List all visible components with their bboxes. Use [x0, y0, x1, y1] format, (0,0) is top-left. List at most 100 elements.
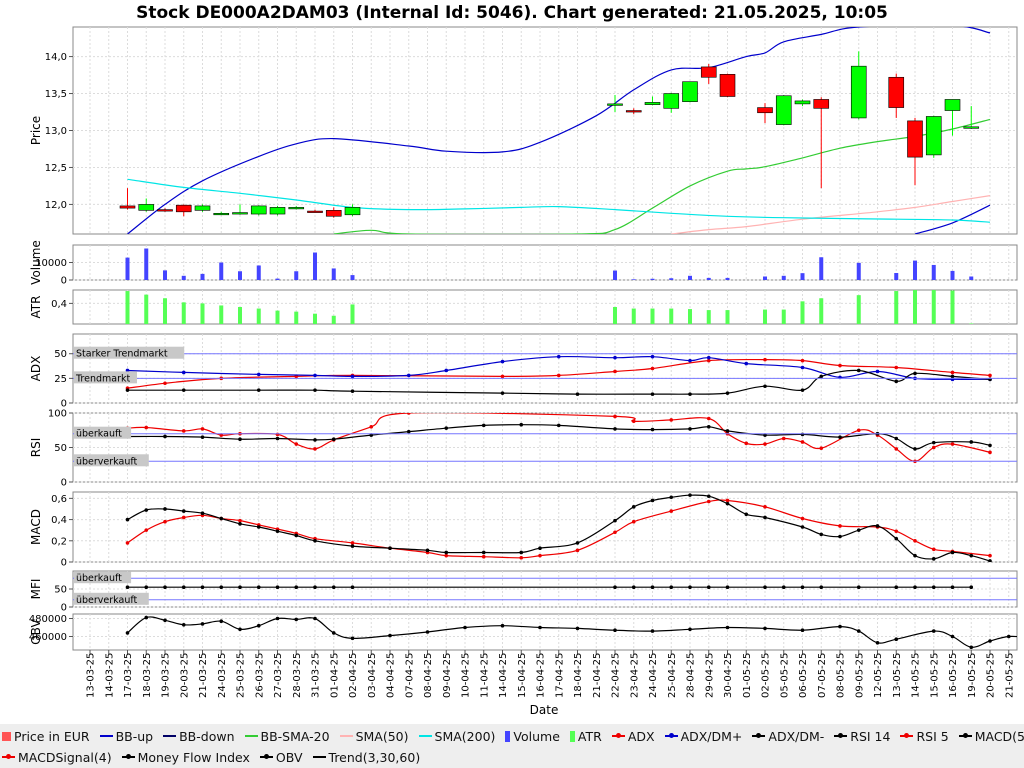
rsi14-line-point	[238, 437, 242, 442]
atr-bar	[763, 309, 767, 324]
price-y-tick-label: 13,5	[45, 89, 67, 100]
x-tick-label: 20-05-25	[986, 653, 997, 698]
adx-plot	[125, 354, 992, 396]
obv-line-point	[313, 616, 317, 621]
x-tick-label: 23-04-25	[629, 653, 640, 698]
obv-line-point	[500, 623, 505, 628]
obv-line-point	[200, 622, 205, 626]
obv-line-point	[950, 634, 955, 639]
dm-minus-line-point	[819, 374, 824, 379]
rsi5-line-point	[819, 446, 824, 450]
mfi-line-point	[969, 585, 974, 589]
rsi5-line-point	[369, 425, 374, 429]
volume-axis-label: Volume	[29, 240, 43, 285]
rsi5-line-point	[744, 441, 749, 446]
obv-line-point	[575, 626, 580, 631]
price-y-tick-label: 12,5	[45, 163, 67, 174]
atr-panel-frame	[72, 289, 1018, 325]
rsi5-line-point	[669, 418, 674, 422]
obv-line-point	[331, 631, 336, 635]
rsi14-line-point	[969, 440, 974, 444]
obv-line-point	[350, 636, 355, 641]
rsi-threshold-label-bg	[74, 426, 132, 439]
atr-bar	[856, 295, 861, 324]
atr-bar	[144, 294, 149, 324]
rsi5-line-point	[181, 429, 186, 433]
overlay-bb-sma-20	[333, 118, 991, 234]
mfi-line-point	[763, 585, 767, 589]
rsi14-line-point	[613, 427, 617, 431]
macd-signal-line-point	[894, 536, 899, 541]
adx-threshold-label: Starker Trendmarkt	[76, 349, 168, 360]
rsi14-line-point	[163, 434, 167, 439]
rsi5-line-point	[931, 445, 936, 450]
rsi5-line-point	[275, 432, 280, 437]
macd-signal-line-point	[725, 501, 730, 506]
macd-signal-line-point	[481, 550, 486, 555]
dm-minus-line-point	[725, 391, 730, 395]
mfi-line-point	[238, 585, 242, 589]
adx-line-point	[950, 370, 955, 375]
mfi-line-point	[331, 585, 336, 589]
macd-signal-line-point	[931, 557, 936, 561]
legend-dot-icon	[615, 733, 621, 738]
x-tick-label: 02-05-25	[761, 653, 772, 698]
rsi-threshold-label: überverkauft	[76, 456, 138, 467]
atr-bar	[688, 309, 692, 324]
legend-item: MACDSignal(4)	[2, 750, 112, 765]
volume-bar	[613, 270, 617, 280]
dm-minus-line-point	[913, 371, 917, 376]
x-tick-label: 03-04-25	[367, 653, 378, 698]
x-tick-label: 09-05-25	[854, 653, 865, 698]
x-tick-label: 29-04-25	[704, 653, 715, 698]
macd-signal-line-point	[819, 532, 824, 537]
atr-bar	[669, 308, 674, 324]
volume-plot	[125, 248, 974, 280]
dm-plus-line-point	[688, 358, 692, 363]
candle	[138, 204, 155, 211]
mfi-line-point	[256, 585, 261, 589]
x-tick-label: 19-03-25	[161, 653, 172, 698]
atr-bar	[800, 301, 805, 324]
candle	[213, 213, 230, 216]
atr-bar	[913, 290, 917, 324]
adx-line-point	[556, 373, 561, 378]
x-tick-label: 08-04-25	[423, 653, 434, 698]
mfi-line-point	[163, 585, 167, 589]
legend-dot-icon	[838, 733, 844, 738]
obv-plot	[125, 615, 1017, 650]
rsi14-line-point	[444, 426, 449, 430]
dm-plus-line-point	[613, 355, 617, 360]
macd-signal-line-point	[519, 550, 524, 555]
legend-item: ADX	[611, 729, 655, 744]
macd-signal-line-point	[350, 544, 355, 548]
rsi14-line-point	[706, 425, 711, 429]
obv-line-point	[688, 627, 692, 632]
x-tick-label: 11-04-25	[479, 653, 490, 698]
mfi-line-point	[913, 585, 917, 589]
mfi-line-point	[725, 585, 730, 589]
adx-line-point	[894, 365, 899, 370]
volume-bar	[725, 277, 730, 280]
rsi14-line-point	[931, 440, 936, 445]
obv-y-tick-label: 460000	[29, 632, 67, 643]
candle	[663, 93, 680, 109]
atr-bar	[781, 309, 786, 324]
x-tick-label: 22-04-25	[611, 653, 622, 698]
x-tick-label: 13-03-25	[86, 653, 97, 698]
obv-line-point	[1006, 634, 1011, 639]
candle	[794, 100, 811, 105]
macd-line-point	[444, 553, 449, 558]
rsi14-line-point	[800, 432, 805, 437]
candle	[307, 210, 323, 213]
dm-minus-line-point	[688, 392, 692, 396]
mfi-line-point	[669, 585, 674, 589]
macd-signal-line-point	[444, 550, 449, 555]
adx-threshold-label-bg	[74, 346, 185, 359]
dm-minus-line-point	[575, 392, 580, 396]
legend-item: Volume	[505, 729, 560, 744]
legend-swatch-icon	[2, 731, 11, 741]
x-tick-label: 30-04-25	[723, 653, 734, 698]
obv-line-point	[238, 627, 242, 632]
candle	[888, 76, 905, 108]
